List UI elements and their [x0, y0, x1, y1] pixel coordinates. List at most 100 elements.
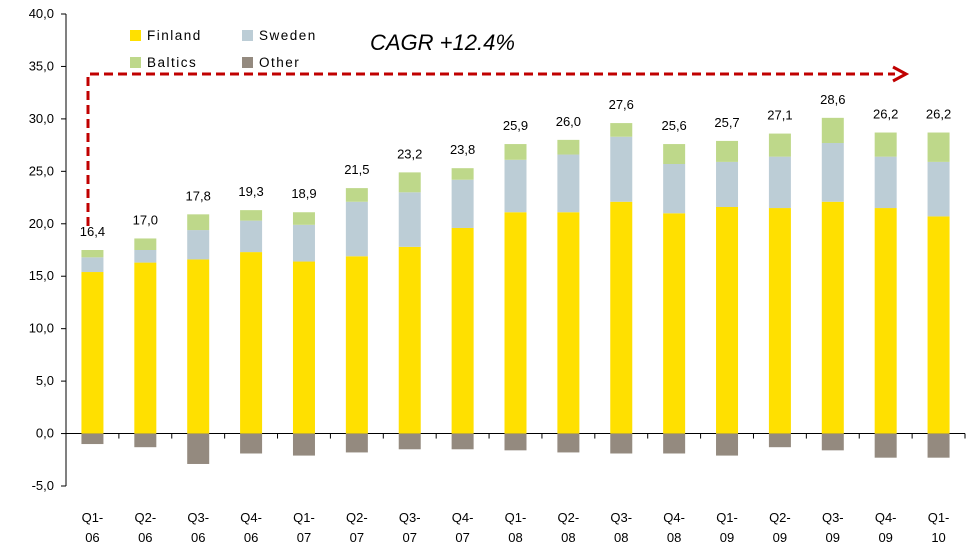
arrow-head	[892, 65, 910, 83]
bar-segment	[81, 257, 104, 273]
x-tick-label: 06	[191, 530, 205, 545]
bar-segment	[345, 188, 368, 202]
bar-segment	[345, 256, 368, 434]
bar-segment	[134, 262, 157, 434]
y-tick-label: 35,0	[29, 58, 54, 73]
bar-segment	[768, 433, 791, 448]
total-label: 17,0	[133, 212, 158, 227]
total-label: 27,6	[609, 97, 634, 112]
y-tick-label: 40,0	[29, 6, 54, 21]
total-label: 25,9	[503, 118, 528, 133]
bar-segment	[134, 250, 157, 263]
total-label: 28,6	[820, 92, 845, 107]
bar-segment	[610, 433, 633, 454]
x-tick-label: 06	[138, 530, 152, 545]
bar-segment	[187, 259, 210, 434]
total-label: 25,7	[714, 115, 739, 130]
bar-segment	[663, 213, 686, 434]
total-label: 23,8	[450, 142, 475, 157]
bar-segment	[874, 433, 897, 458]
x-tick-label: Q1-	[82, 510, 104, 525]
bar-segment	[663, 433, 686, 454]
x-tick-label: Q2-	[558, 510, 580, 525]
bar-segment	[610, 201, 633, 434]
bar-segment	[874, 208, 897, 434]
bar-segment	[398, 246, 421, 434]
bar-segment	[345, 433, 368, 453]
bar-segment	[874, 156, 897, 209]
total-label: 21,5	[344, 162, 369, 177]
legend-swatch	[130, 57, 141, 68]
total-label: 25,6	[661, 118, 686, 133]
legend-swatch	[242, 30, 253, 41]
x-tick-label: Q1-	[716, 510, 738, 525]
bar-segment	[927, 433, 950, 458]
x-tick-label: 07	[297, 530, 311, 545]
bar-segment	[610, 136, 633, 202]
x-tick-label: 08	[508, 530, 522, 545]
bar-segment	[821, 201, 844, 434]
bar-segment	[716, 433, 739, 456]
x-tick-label: Q3-	[822, 510, 844, 525]
bar-segment	[768, 156, 791, 209]
bar-segment	[557, 154, 580, 213]
total-label: 19,3	[238, 184, 263, 199]
total-label: 26,2	[926, 107, 951, 122]
bar-segment	[187, 433, 210, 464]
bar-segment	[240, 210, 263, 221]
bar-segment	[663, 163, 686, 214]
bar-segment	[292, 261, 315, 434]
bar-segment	[557, 433, 580, 453]
legend-label: Other	[259, 55, 300, 70]
bar-segment	[557, 212, 580, 434]
bar-segment	[187, 230, 210, 260]
x-tick-label: Q4-	[240, 510, 262, 525]
x-tick-label: 08	[667, 530, 681, 545]
bar-segment	[240, 252, 263, 434]
bar-segment	[81, 433, 104, 445]
bar-segment	[768, 208, 791, 434]
bar-segment	[557, 139, 580, 155]
y-tick-label: 5,0	[36, 373, 54, 388]
bar-segment	[716, 140, 739, 162]
bar-segment	[134, 238, 157, 250]
x-tick-label: Q3-	[187, 510, 209, 525]
bar-segment	[81, 272, 104, 434]
bar-segment	[610, 123, 633, 137]
x-tick-label: 07	[403, 530, 417, 545]
legend-swatch	[130, 30, 141, 41]
bar-segment	[504, 433, 527, 451]
x-tick-label: 10	[931, 530, 945, 545]
x-tick-label: Q1-	[293, 510, 315, 525]
y-tick-label: 20,0	[29, 216, 54, 231]
x-tick-label: 08	[561, 530, 575, 545]
cagr-arrow	[86, 72, 895, 226]
x-tick-label: 06	[85, 530, 99, 545]
x-tick-label: Q2-	[134, 510, 156, 525]
bar-segment	[821, 143, 844, 202]
bar-segment	[874, 132, 897, 157]
total-label: 26,2	[873, 107, 898, 122]
legend-label: Baltics	[147, 55, 197, 70]
total-label: 17,8	[186, 188, 211, 203]
bar-segment	[504, 212, 527, 434]
legend-label: Finland	[147, 28, 202, 43]
bar-segment	[821, 433, 844, 451]
bar-segment	[504, 159, 527, 213]
x-tick-label: 07	[350, 530, 364, 545]
x-tick-label: Q3-	[610, 510, 632, 525]
bar-segment	[927, 161, 950, 217]
x-tick-label: Q1-	[928, 510, 950, 525]
total-label: 26,0	[556, 114, 581, 129]
bar-segment	[345, 201, 368, 257]
y-tick-label: 25,0	[29, 163, 54, 178]
x-tick-label: 09	[773, 530, 787, 545]
x-tick-label: 09	[878, 530, 892, 545]
x-tick-label: Q4-	[875, 510, 897, 525]
x-tick-label: Q2-	[769, 510, 791, 525]
bar-segment	[134, 433, 157, 448]
x-tick-label: Q4-	[452, 510, 474, 525]
bar-segment	[240, 433, 263, 454]
